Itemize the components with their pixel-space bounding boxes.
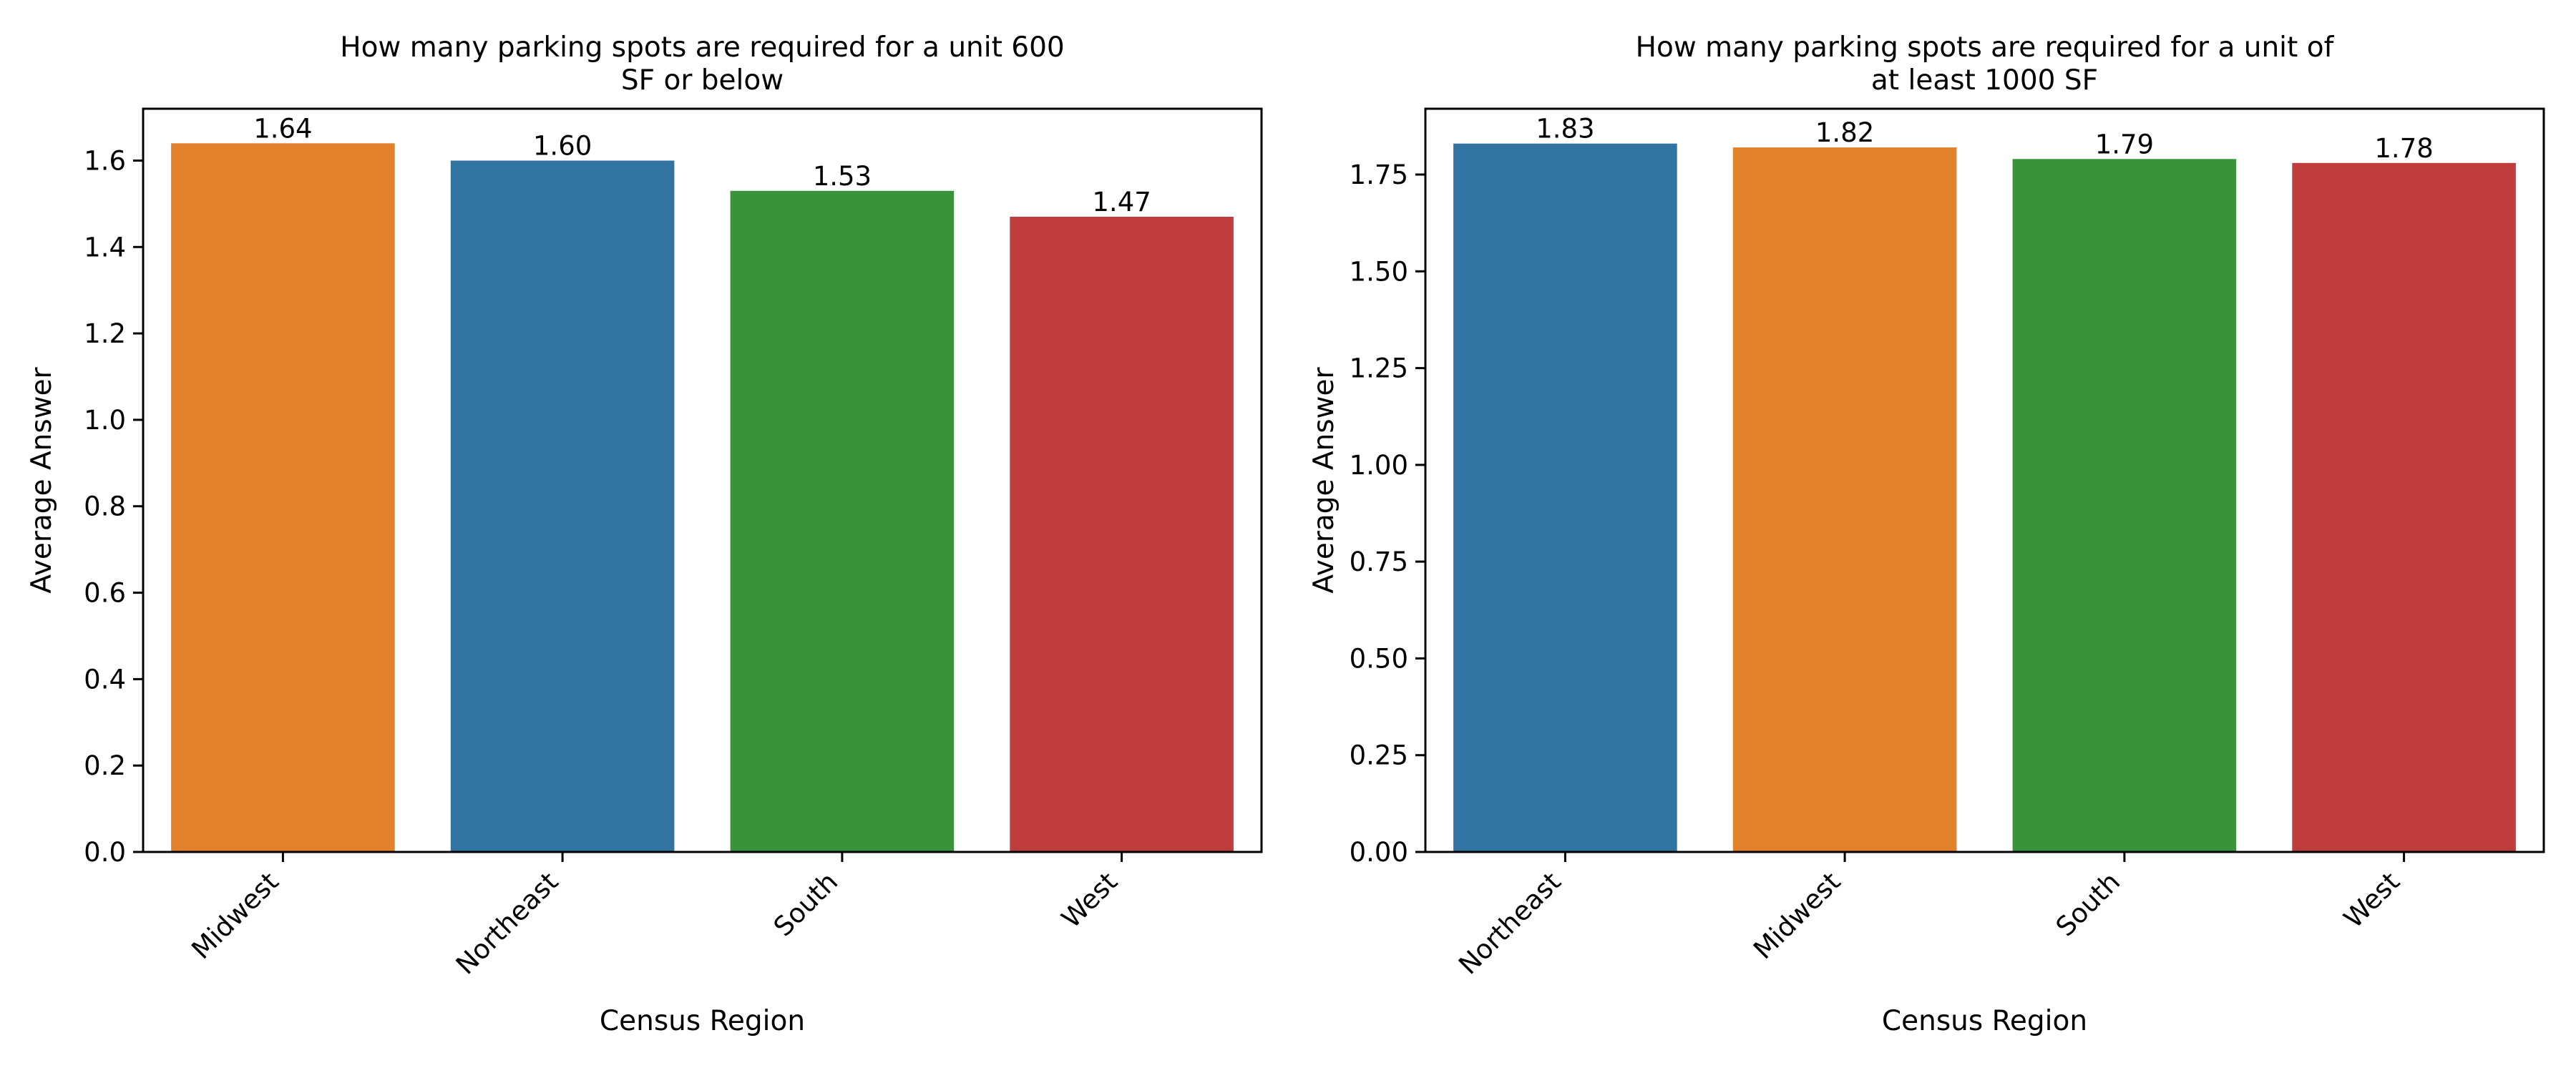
y-axis-label: Average Answer — [1308, 366, 1340, 593]
y-tick-label: 1.75 — [1350, 160, 1408, 190]
y-tick-label: 1.2 — [84, 318, 126, 349]
y-tick-label: 1.4 — [84, 232, 126, 263]
y-tick-label: 0.50 — [1350, 643, 1408, 674]
chart-title-line-2: at least 1000 SF — [1871, 64, 2098, 97]
data-label-midwest: 1.64 — [253, 113, 312, 144]
x-tick-label-south: South — [768, 866, 844, 942]
data-label-west: 1.47 — [1092, 187, 1151, 217]
bar-northeast — [450, 160, 675, 852]
bar-south — [730, 190, 955, 852]
data-label-west: 1.78 — [2374, 133, 2433, 164]
y-tick-label: 0.2 — [84, 750, 126, 781]
data-label-midwest: 1.82 — [1815, 117, 1874, 148]
y-tick-label: 1.25 — [1350, 353, 1408, 384]
x-tick-label-midwest: Midwest — [186, 866, 285, 965]
bar-south — [2012, 159, 2237, 853]
y-axis-label: Average Answer — [26, 366, 58, 593]
x-tick-label-west: West — [1055, 866, 1123, 934]
x-tick-label-northeast: Northeast — [1453, 866, 1567, 981]
chart-title-line-2: SF or below — [621, 64, 784, 97]
x-axis-label: Census Region — [600, 1005, 805, 1037]
y-tick-label: 0.4 — [84, 664, 126, 695]
chart-title-line-1: How many parking spots are required for … — [1636, 31, 2335, 64]
data-label-northeast: 1.83 — [1536, 114, 1594, 144]
x-tick-label-northeast: Northeast — [450, 866, 565, 981]
data-label-south: 1.53 — [813, 161, 872, 192]
bar-northeast — [1453, 143, 1677, 852]
bar-midwest — [171, 143, 395, 853]
bar-west — [1010, 217, 1234, 852]
plot-frame — [1424, 107, 2545, 853]
bar-midwest — [1732, 147, 1957, 853]
y-tick-label: 0.8 — [84, 491, 126, 522]
y-tick-label: 0.75 — [1350, 547, 1408, 577]
x-tick-label-west: West — [2338, 866, 2406, 934]
chart-title-line-1: How many parking spots are required for … — [340, 31, 1064, 64]
y-tick-label: 1.0 — [84, 405, 126, 436]
y-tick-label: 1.00 — [1350, 450, 1408, 481]
y-tick-label: 1.6 — [84, 146, 126, 177]
x-tick-label-south: South — [2050, 866, 2126, 942]
y-tick-label: 0.25 — [1350, 740, 1408, 771]
y-tick-label: 0.00 — [1350, 837, 1408, 868]
y-tick-label: 0.0 — [84, 837, 126, 868]
data-label-northeast: 1.60 — [533, 131, 592, 162]
chart-2: 1.83 Northeast 1.82 Midwest 1.79 South 1.78 Wes… — [1308, 31, 2545, 1037]
bar-west — [2292, 162, 2516, 853]
x-tick-label-midwest: Midwest — [1747, 866, 1846, 965]
chart-1: 1.64 Midwest 1.60 Northeast 1.53 South 1.47 Wes… — [26, 31, 1263, 1037]
y-tick-label: 0.6 — [84, 578, 126, 609]
data-label-south: 1.79 — [2095, 129, 2154, 160]
y-tick-label: 1.50 — [1350, 256, 1408, 287]
x-axis-label: Census Region — [1882, 1005, 2087, 1037]
plot-frame — [142, 107, 1263, 853]
